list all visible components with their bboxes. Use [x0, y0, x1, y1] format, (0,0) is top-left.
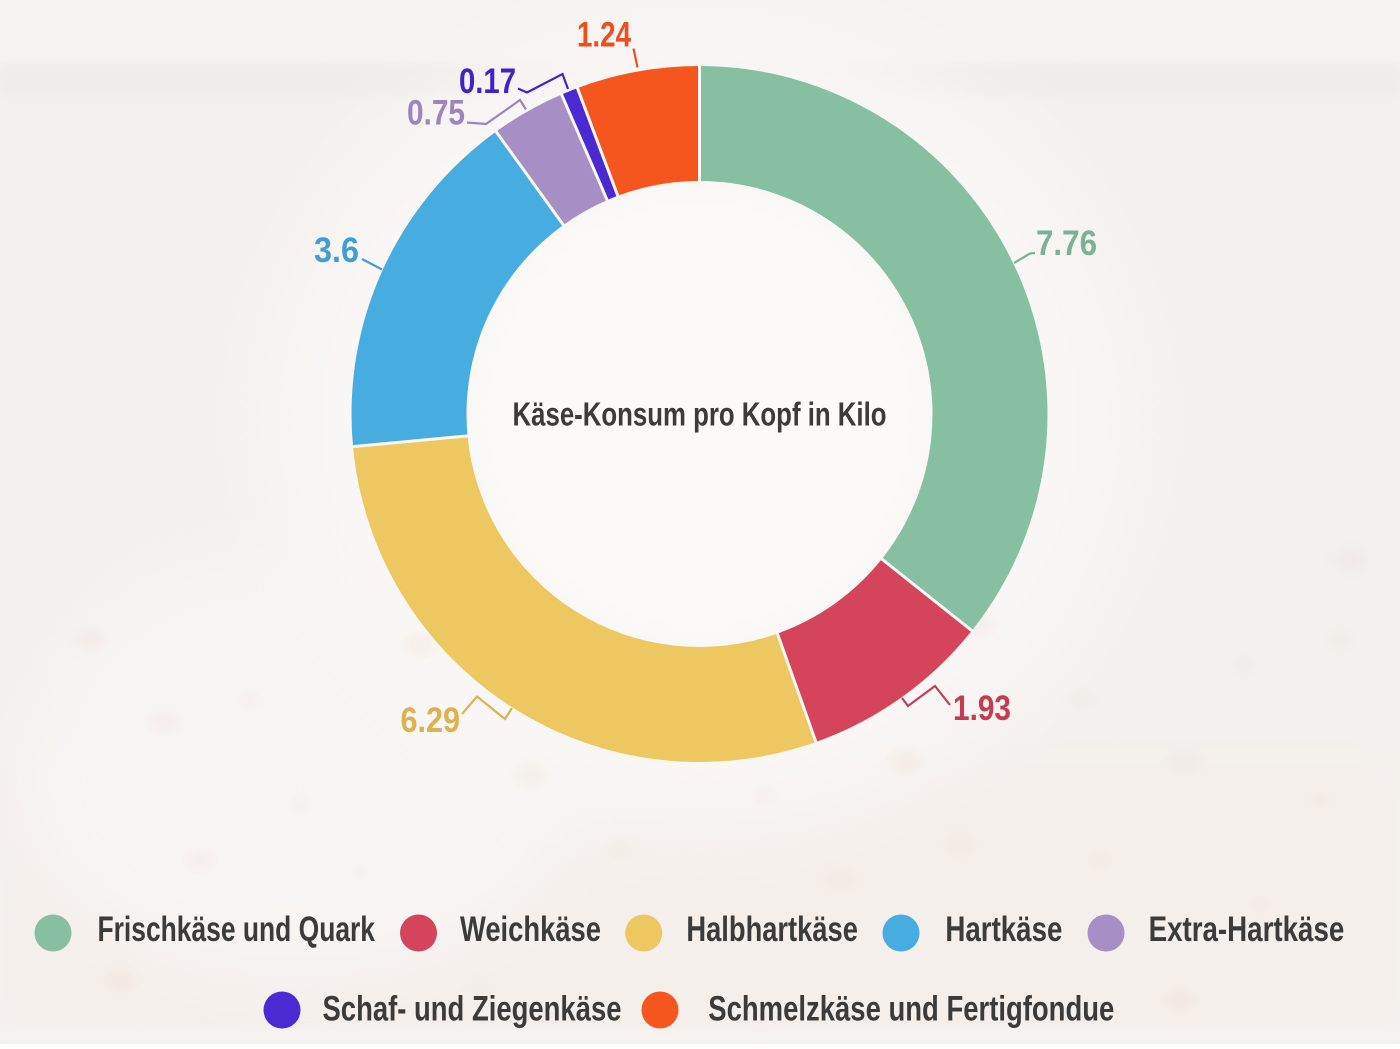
- svg-text:Weichkäse: Weichkäse: [460, 910, 601, 949]
- svg-text:Hartkäse: Hartkäse: [945, 910, 1062, 949]
- svg-text:6.29: 6.29: [401, 701, 461, 740]
- svg-text:Schaf- und Ziegenkäse: Schaf- und Ziegenkäse: [323, 990, 622, 1029]
- svg-text:1.24: 1.24: [577, 16, 631, 55]
- svg-text:1.93: 1.93: [953, 689, 1011, 728]
- svg-text:3.6: 3.6: [314, 231, 359, 270]
- svg-text:0.17: 0.17: [459, 62, 516, 101]
- svg-text:7.76: 7.76: [1036, 224, 1097, 263]
- svg-text:Halbhartkäse: Halbhartkäse: [686, 910, 858, 949]
- svg-text:Extra-Hartkäse: Extra-Hartkäse: [1149, 910, 1345, 949]
- svg-text:Käse-Konsum pro Kopf in Kilo: Käse-Konsum pro Kopf in Kilo: [513, 397, 887, 434]
- svg-text:0.75: 0.75: [407, 94, 465, 133]
- svg-text:Frischkäse und Quark: Frischkäse und Quark: [98, 910, 376, 949]
- svg-text:Schmelzkäse und Fertigfondue: Schmelzkäse und Fertigfondue: [708, 990, 1114, 1029]
